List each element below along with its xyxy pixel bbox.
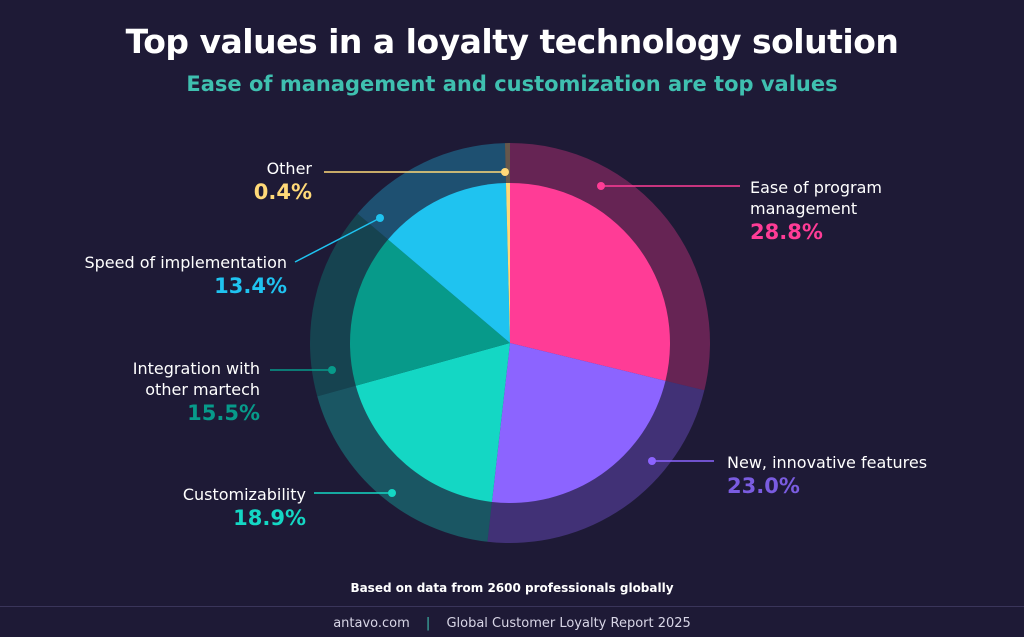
footer-divider (0, 606, 1024, 607)
chart-title: Top values in a loyalty technology solut… (125, 22, 899, 61)
slice-label-integration-line1: Integration with (132, 359, 260, 378)
pie-slice-new-innovative-features (491, 343, 666, 503)
pie-slice-integration-with-other-martech (349, 239, 510, 386)
footer: antavo.com | Global Customer Loyalty Rep… (0, 616, 1024, 631)
slice-value-other: 0.4% (253, 180, 312, 204)
slice-label-customizability: Customizability (182, 485, 306, 504)
pie-slice-ease-of-program-management (510, 183, 670, 381)
label-other: Other 0.4% (254, 158, 312, 206)
pie-slice-other (505, 183, 510, 343)
label-ease-of-program-management: Ease of program management 28.8% (750, 177, 882, 246)
footer-report-title: Global Customer Loyalty Report 2025 (446, 616, 691, 631)
leader-dot-speed-of-implementation (376, 214, 384, 222)
pie-slice-customizability (355, 343, 510, 502)
leader-dot-new-innovative-features (648, 457, 656, 465)
label-customizability: Customizability 18.9% (183, 484, 306, 532)
footer-separator: | (425, 616, 431, 631)
leader-dot-other (501, 168, 509, 176)
slice-value-speed: 13.4% (214, 274, 287, 298)
slice-label-integration-line2: other martech (145, 380, 260, 399)
slice-label-other: Other (266, 159, 312, 178)
leader-dot-customizability (388, 489, 396, 497)
slice-value-ease: 28.8% (750, 220, 823, 244)
label-speed-of-implementation: Speed of implementation 13.4% (84, 252, 287, 300)
leader-line-speed-of-implementation (294, 217, 381, 263)
label-new-innovative-features: New, innovative features 23.0% (727, 452, 927, 500)
chart-subtitle: Ease of management and customization are… (186, 72, 838, 96)
pie-slice-speed-of-implementation (388, 183, 510, 343)
slice-label-ease-line1: Ease of program (750, 178, 882, 197)
label-integration-with-other-martech: Integration with other martech 15.5% (133, 358, 260, 427)
slice-value-customizability: 18.9% (233, 506, 306, 530)
slice-value-new-features: 23.0% (727, 474, 800, 498)
footnote: Based on data from 2600 professionals gl… (350, 581, 674, 595)
footer-site-link[interactable]: antavo.com (333, 616, 410, 631)
leader-dot-integration-with-other-martech (328, 366, 336, 374)
leader-dot-ease-of-program-management (597, 182, 605, 190)
slice-value-integration: 15.5% (187, 401, 260, 425)
slice-label-ease-line2: management (750, 199, 858, 218)
slice-label-speed: Speed of implementation (84, 253, 287, 272)
slice-label-new-features: New, innovative features (727, 453, 928, 472)
